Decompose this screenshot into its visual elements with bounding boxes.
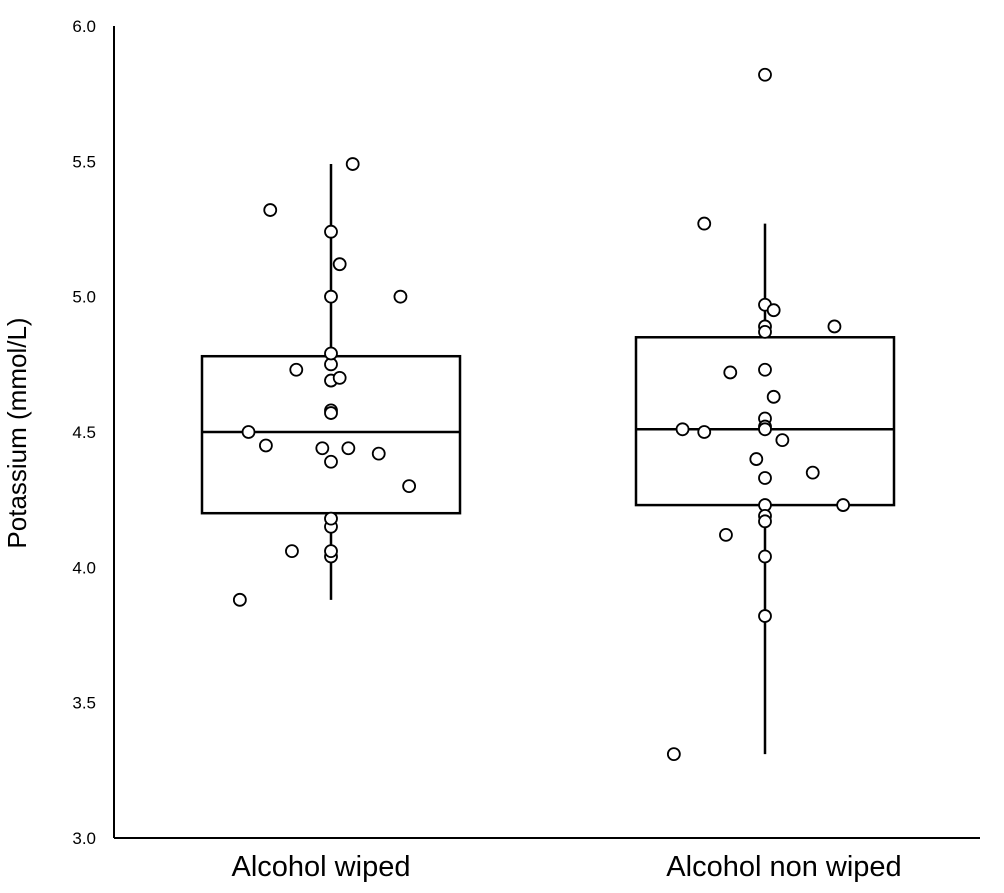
y-tick-label: 4.5 <box>72 423 96 442</box>
data-point <box>341 441 356 456</box>
data-points <box>232 67 851 761</box>
data-point <box>666 747 681 761</box>
axes <box>113 26 980 839</box>
data-point <box>263 203 278 217</box>
data-point <box>719 527 733 542</box>
data-point <box>241 425 256 439</box>
y-tick-label: 5.0 <box>72 288 96 307</box>
data-point <box>758 471 772 485</box>
data-point <box>758 514 772 529</box>
x-category-label: Alcohol non wiped <box>666 851 901 883</box>
data-point <box>324 511 338 526</box>
x-category-label: Alcohol wiped <box>232 851 411 883</box>
data-point <box>766 303 781 318</box>
data-point <box>324 406 338 420</box>
data-point <box>324 454 338 469</box>
y-axis-title: Potassium (mmol/L) <box>2 317 32 548</box>
data-point <box>393 289 408 304</box>
data-point <box>827 319 842 334</box>
data-point <box>258 438 273 453</box>
boxes <box>200 164 896 755</box>
data-point <box>758 324 772 339</box>
data-point <box>775 433 790 448</box>
data-point <box>324 346 338 361</box>
data-point <box>836 498 851 512</box>
data-point <box>758 362 772 377</box>
y-tick-label: 6.0 <box>72 17 96 36</box>
data-point <box>289 362 304 377</box>
data-point <box>345 157 360 171</box>
data-point <box>758 549 772 564</box>
y-tick-label: 5.5 <box>72 152 96 171</box>
data-point <box>805 465 820 480</box>
data-point <box>324 289 338 304</box>
data-point <box>371 446 386 461</box>
data-point <box>285 544 299 558</box>
data-point <box>758 609 772 623</box>
data-point <box>697 216 712 231</box>
data-point <box>402 479 417 494</box>
data-point <box>324 224 338 239</box>
data-point <box>332 370 347 385</box>
data-point <box>697 425 712 439</box>
data-point <box>749 452 764 466</box>
data-point <box>315 441 330 456</box>
data-point <box>675 422 690 437</box>
data-point <box>758 422 772 437</box>
y-tick-labels: 3.0 3.5 4.0 4.5 5.0 5.5 6.0 <box>72 17 96 848</box>
data-point <box>324 544 338 558</box>
data-point <box>232 592 247 607</box>
x-category-labels: Alcohol wiped Alcohol non wiped <box>232 851 902 883</box>
data-point <box>766 389 781 404</box>
y-tick-label: 3.5 <box>72 694 96 713</box>
y-tick-label: 3.0 <box>72 829 96 848</box>
y-tick-label: 4.0 <box>72 558 96 577</box>
data-point <box>723 365 738 380</box>
data-point <box>758 67 772 82</box>
data-point <box>332 257 347 272</box>
